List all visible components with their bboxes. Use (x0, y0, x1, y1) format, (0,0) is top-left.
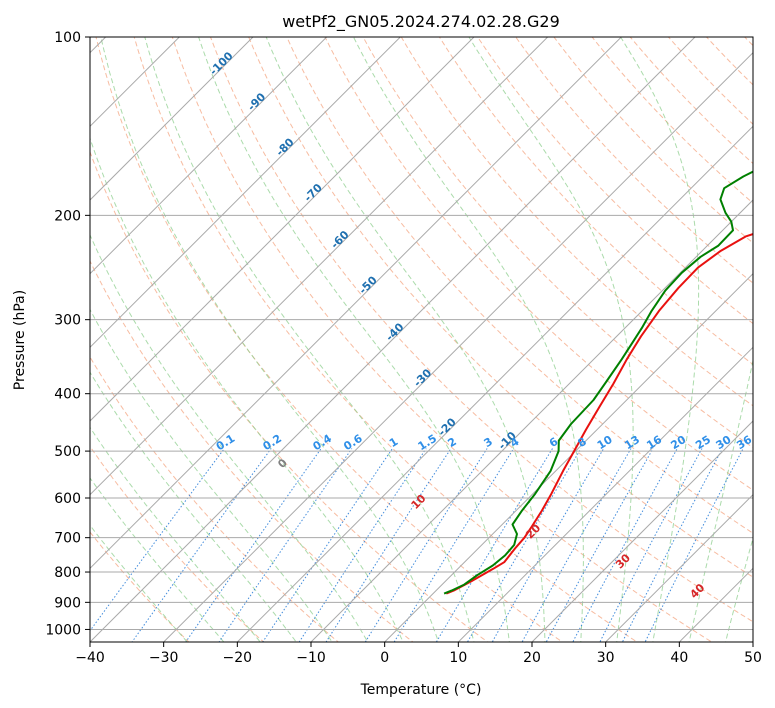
mixing-ratio-line (90, 448, 225, 632)
x-tick-label: −30 (149, 650, 179, 666)
isotherm-line (90, 37, 254, 201)
dry-adiabat (90, 356, 340, 642)
y-tick-label: 1000 (45, 622, 81, 638)
y-tick-label: 700 (54, 531, 81, 547)
y-tick-label: 600 (54, 491, 81, 507)
x-tick-label: 20 (523, 650, 541, 666)
dry-adiabat (286, 37, 753, 534)
dry-adiabat (90, 531, 190, 642)
isotherm-line (236, 125, 753, 642)
dry-adiabat (90, 445, 265, 642)
moist-adiabat (90, 524, 188, 642)
moist-adiabat (144, 37, 475, 642)
moist-adiabat (90, 233, 369, 642)
x-tick-label: 30 (597, 650, 615, 666)
skewed-isotherms (90, 37, 753, 642)
moist-adiabat (265, 37, 546, 642)
mixing-ratio-line (572, 448, 678, 642)
isotherm-line (90, 37, 623, 570)
dry-adiabat (133, 37, 638, 642)
isotherm-line (310, 199, 753, 642)
pressure-gridlines (90, 37, 753, 630)
dry-adiabat (400, 37, 753, 407)
x-tick-label: −20 (223, 650, 253, 666)
dry-adiabat (324, 37, 753, 491)
y-tick-label: 400 (54, 387, 81, 403)
y-tick-label: 300 (54, 313, 81, 329)
y-tick-label: 100 (54, 30, 81, 46)
isotherm-line (90, 37, 696, 642)
mixing-ratio-line (644, 448, 744, 642)
isotherm-line (90, 37, 549, 496)
x-tick-label: 50 (744, 650, 762, 666)
y-tick-label: 500 (54, 444, 81, 460)
isotherm-line (457, 346, 753, 642)
isotherm-line (162, 51, 753, 642)
mixing-ratio-line (131, 448, 272, 642)
dry-adiabat (171, 37, 713, 642)
isotherm-line (90, 37, 181, 128)
x-tick-label: −40 (75, 650, 105, 666)
temperature-line (445, 232, 753, 595)
moist-adiabat (90, 308, 333, 642)
isotherm-line (531, 420, 753, 642)
mixing-ratio-line (262, 448, 393, 642)
x-axis: −40 −30 −20 −10 0 10 20 30 40 50 (75, 642, 762, 666)
x-tick-label: 0 (380, 650, 389, 666)
x-tick-label: −10 (296, 650, 326, 666)
isotherm-line (90, 37, 402, 349)
y-axis-label: Pressure (hPa) (12, 290, 28, 390)
isotherm-line (383, 272, 753, 642)
dry-adiabat (362, 37, 753, 449)
dewpoint-line (443, 170, 753, 595)
y-tick-label: 800 (54, 565, 81, 581)
isotherm-line (90, 37, 475, 422)
profile-series (443, 170, 753, 595)
y-axis: 1000 900 800 700 600 500 400 300 200 100 (45, 30, 90, 638)
isotherm-line (604, 493, 753, 642)
chart-title: wetPf2_GN05.2024.274.02.28.G29 (282, 12, 560, 32)
mixing-ratio-label: 36 (734, 433, 754, 452)
dry-adiabat (90, 259, 414, 642)
isotherm-line (90, 37, 328, 275)
x-tick-label: 40 (670, 650, 688, 666)
dry-adiabat (95, 37, 564, 642)
dry-adiabat (248, 37, 753, 578)
plot-frame (89, 36, 754, 643)
moist-adiabat (725, 536, 753, 642)
dry-adiabat (209, 37, 753, 623)
x-axis-label: Temperature (°C) (360, 682, 482, 698)
moist-adiabat (620, 37, 700, 642)
x-tick-label: 10 (449, 650, 467, 666)
y-tick-label: 200 (54, 208, 81, 224)
y-tick-label: 900 (54, 595, 81, 611)
